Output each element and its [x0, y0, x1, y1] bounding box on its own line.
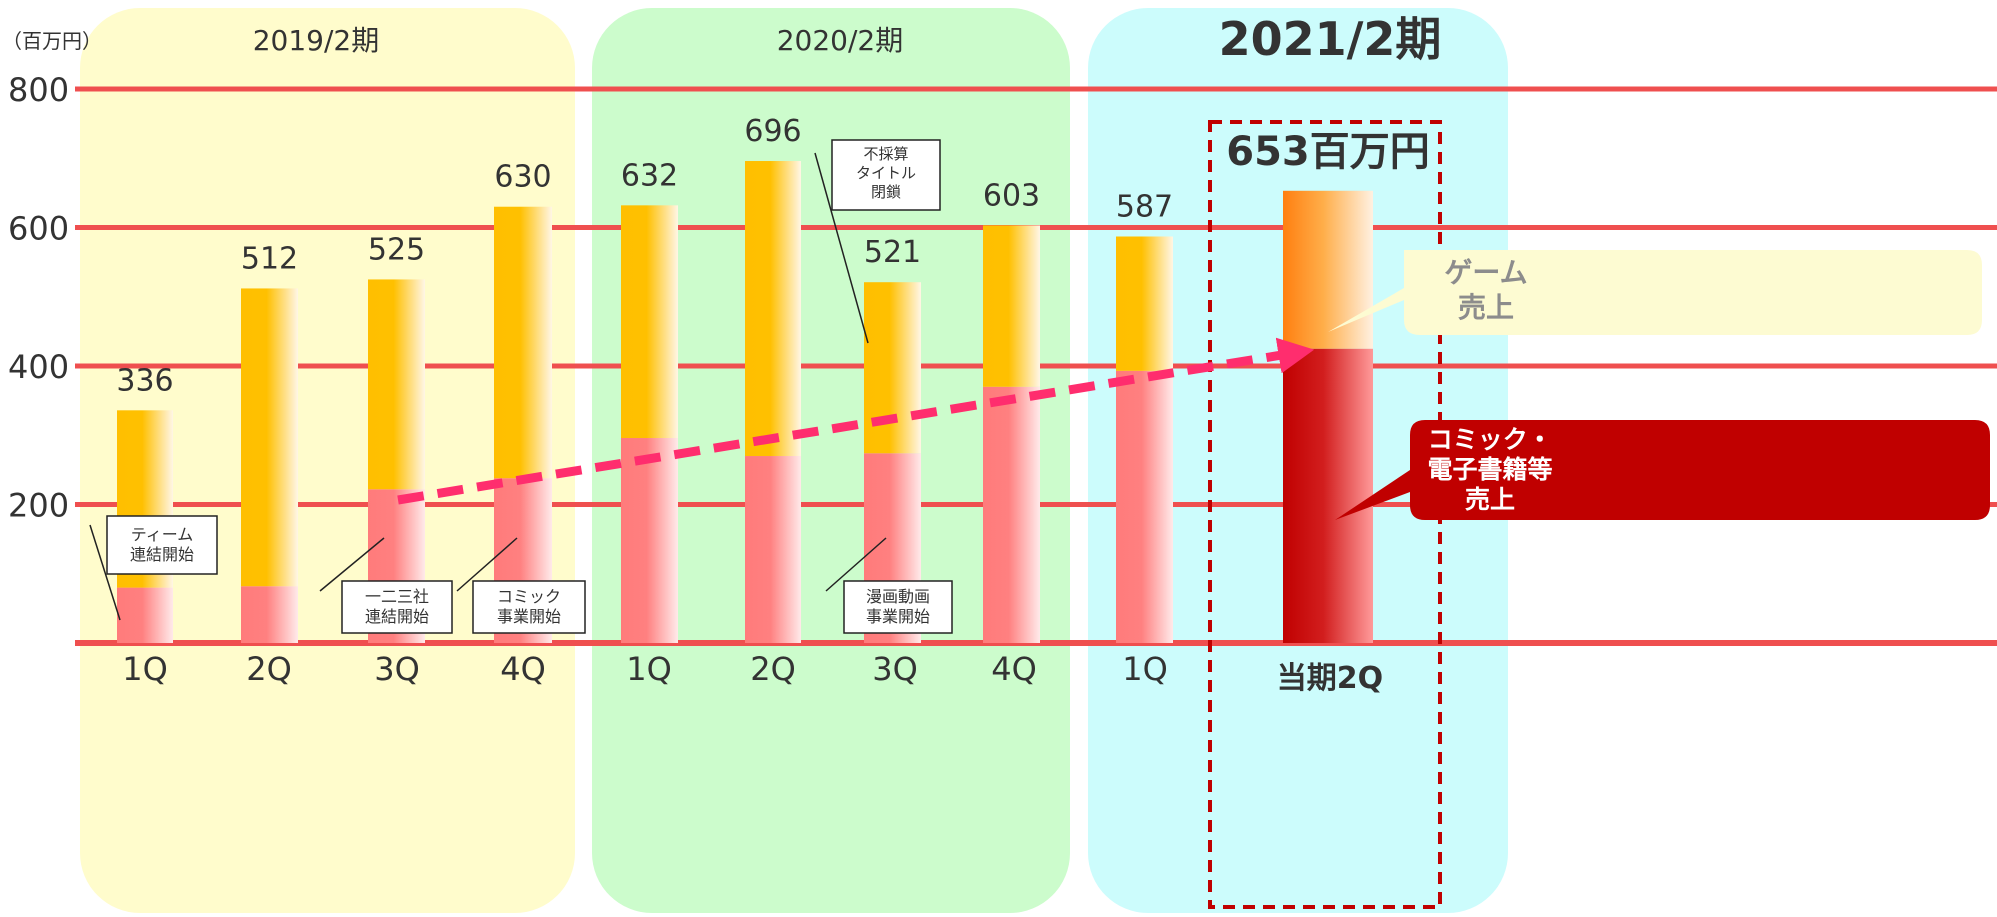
legend-callout-game: ゲーム 売上: [1328, 250, 1982, 335]
legend-game-line2: 売上: [1458, 291, 1514, 324]
x-tick-label: 2Q: [750, 650, 796, 688]
legend-comic-line2: 電子書籍等: [1427, 455, 1552, 484]
y-tick-label: 800: [8, 71, 69, 109]
bar-comic: [1283, 348, 1373, 643]
bar-game: [983, 225, 1040, 387]
bar-comic: [1116, 370, 1173, 643]
y-tick-label: 200: [8, 487, 69, 525]
annotation-comic-start-line2: 事業開始: [497, 607, 561, 626]
bar-game: [621, 205, 678, 439]
bar-total-label: 512: [241, 241, 298, 276]
x-tick-label: 3Q: [872, 650, 918, 688]
bar-total-label: 630: [494, 160, 551, 195]
bar-game: [1116, 236, 1173, 371]
annotation-hifumi-line2: 連結開始: [365, 607, 429, 626]
annotation-team-line2: 連結開始: [130, 545, 194, 564]
annotation-title-closure: 不採算 タイトル 閉鎖: [814, 139, 941, 344]
bar-total-label: 653百万円: [1226, 129, 1430, 175]
comic-growth-trend-arrow: [397, 337, 1315, 505]
x-tick-label: 4Q: [500, 650, 546, 688]
period-panel-2019: [80, 8, 575, 913]
annotation-manga-video: 漫画動画 事業開始: [825, 537, 953, 634]
period-title-2019: 2019/2期: [253, 24, 380, 57]
legend-comic-line3: 売上: [1465, 485, 1515, 514]
legend-comic-line1: コミック・: [1428, 425, 1553, 454]
y-tick-label: 600: [8, 210, 69, 248]
period-title-2020: 2020/2期: [777, 24, 904, 57]
x-tick-label: 2Q: [246, 650, 292, 688]
annotation-manga-video-line2: 事業開始: [866, 607, 930, 626]
annotation-comic-start-line1: コミック: [497, 587, 561, 606]
bar-comic: [117, 587, 173, 643]
bar-game: [368, 279, 425, 490]
annotation-team-line1: ティーム: [131, 525, 194, 544]
x-tick-label: 当期2Q: [1277, 661, 1383, 696]
annotation-manga-video-line1: 漫画動画: [866, 587, 930, 606]
x-tick-label: 1Q: [1122, 650, 1168, 688]
annotation-title-closure-line2: タイトル: [856, 164, 916, 182]
bar-total-label: 603: [983, 178, 1040, 213]
annotation-hifumi: 一二三社 連結開始: [319, 537, 453, 634]
annotation-hifumi-line1: 一二三社: [365, 587, 429, 606]
annotation-title-closure-line1: 不採算: [863, 145, 908, 163]
x-tick-label: 1Q: [122, 650, 168, 688]
bar-total-label: 632: [621, 158, 678, 193]
bar-comic: [983, 386, 1040, 643]
annotation-title-closure-line3: 閉鎖: [871, 183, 901, 201]
legend-game-line1: ゲーム: [1444, 256, 1527, 289]
bar-comic: [745, 456, 801, 643]
x-tick-label: 3Q: [374, 650, 420, 688]
bar-game: [864, 282, 921, 454]
bar-total-label: 696: [744, 114, 801, 149]
y-tick-label: 400: [8, 348, 69, 386]
bar-comic: [621, 438, 678, 643]
bar-game: [745, 161, 801, 457]
unit-label: （百万円）: [2, 29, 102, 53]
annotation-team: ティーム 連結開始: [89, 515, 218, 621]
x-tick-label: 1Q: [626, 650, 672, 688]
bar-total-label: 587: [1116, 190, 1173, 225]
bar-game: [241, 288, 298, 587]
bar-game: [1283, 190, 1373, 349]
bar-total-label: 336: [116, 363, 173, 398]
legend-callout-comic: コミック・ 電子書籍等 売上: [1335, 420, 1990, 520]
bar-game: [494, 206, 552, 479]
x-tick-label: 4Q: [991, 650, 1037, 688]
bar-comic: [241, 586, 298, 643]
period-panel-2020: [592, 8, 1070, 913]
bar-total-label: 521: [864, 235, 921, 270]
period-title-2021: 2021/2期: [1219, 12, 1442, 66]
annotation-comic-start: コミック 事業開始: [456, 537, 586, 634]
bar-total-label: 525: [368, 232, 425, 267]
